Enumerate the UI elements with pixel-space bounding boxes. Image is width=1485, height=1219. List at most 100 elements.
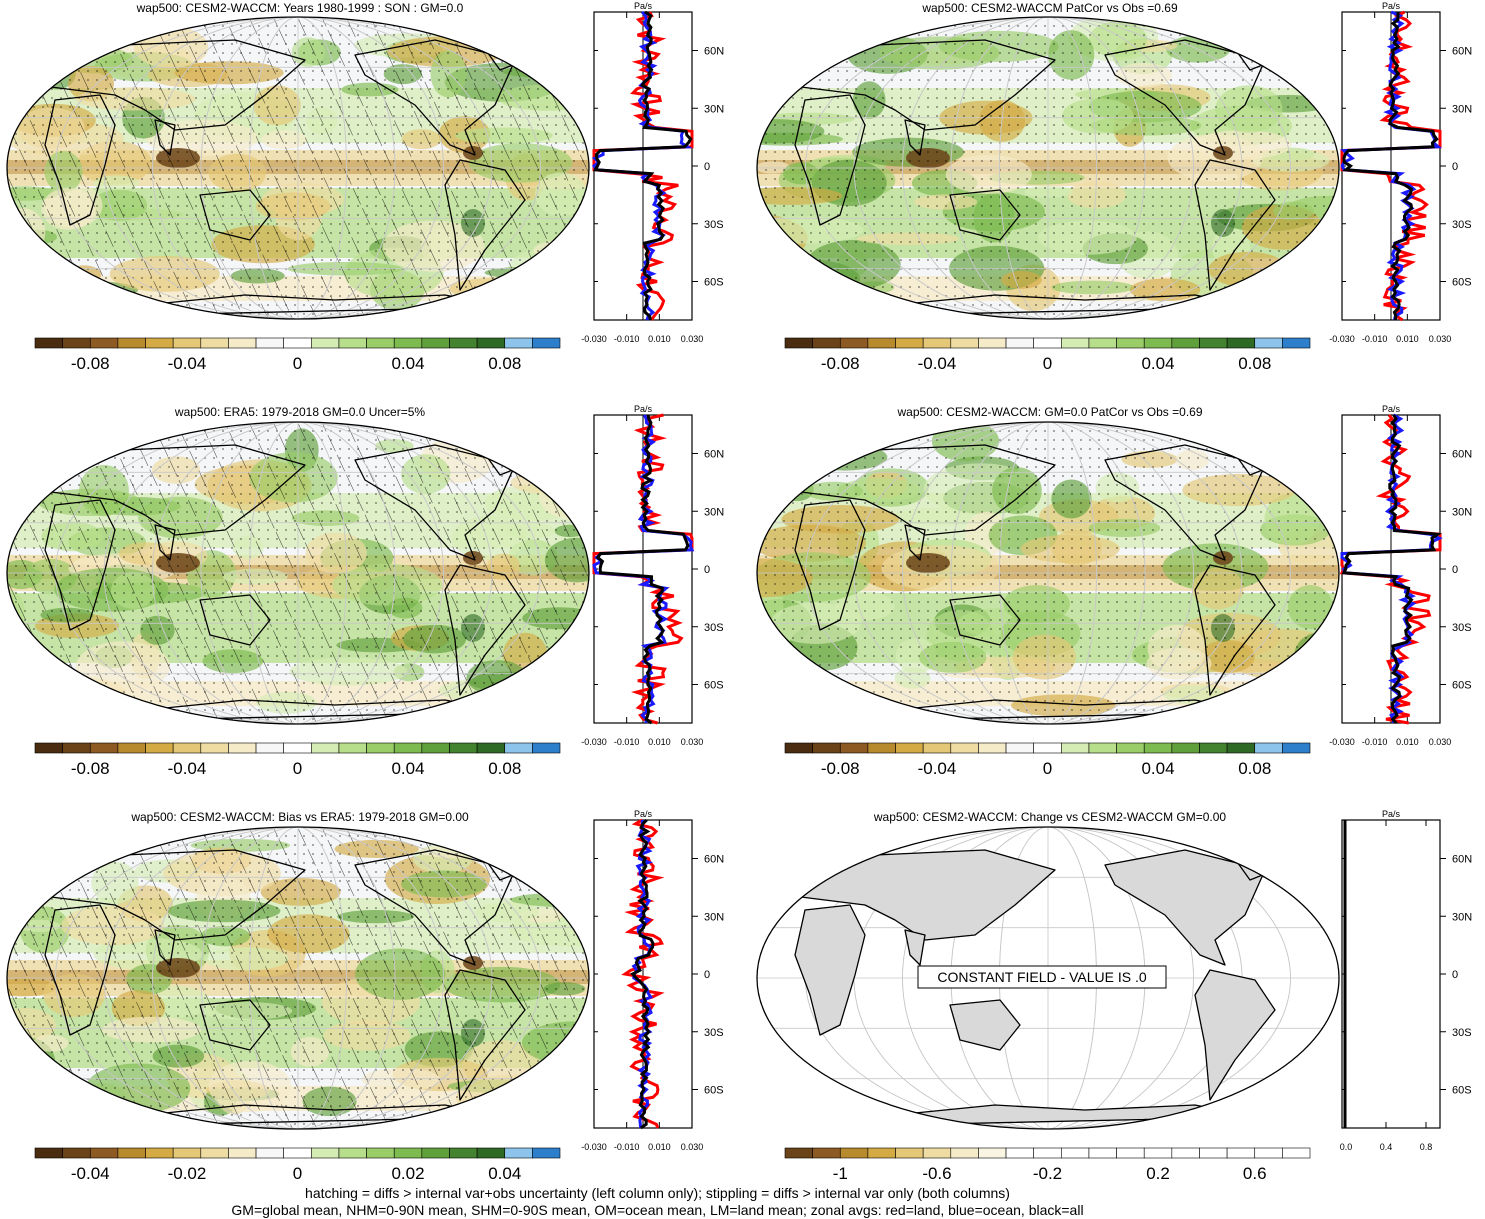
colorbar-swatch	[896, 338, 924, 348]
zonal-x-tick-label: 0.010	[1396, 334, 1419, 344]
colorbar-swatch	[813, 743, 841, 753]
colorbar-swatch	[951, 1148, 979, 1158]
colorbar-swatch	[978, 1148, 1006, 1158]
colorbar-swatch	[840, 338, 868, 348]
colorbar-swatch	[449, 743, 477, 753]
colorbar-tick-label: -0.08	[821, 354, 860, 373]
colorbar-swatch	[1227, 743, 1255, 753]
colorbar-swatch	[1117, 743, 1145, 753]
colorbar-swatch	[785, 338, 813, 348]
lat-tick-label: 30S	[1452, 1027, 1472, 1039]
lat-tick-label: 60N	[704, 854, 724, 866]
lat-tick-label: 60N	[704, 46, 724, 58]
colorbar-swatch	[201, 743, 229, 753]
lat-tick-label: 0	[704, 161, 710, 173]
colorbar-swatch	[146, 338, 174, 348]
colorbar-tick-label: -0.08	[71, 759, 110, 778]
colorbar-swatch	[90, 338, 118, 348]
colorbar-swatch	[228, 743, 256, 753]
colorbar-tick-label: 0.04	[391, 354, 424, 373]
colorbar-swatch	[1089, 338, 1117, 348]
colorbar-tick-label: -0.04	[168, 759, 207, 778]
zonal-units: Pa/s	[634, 809, 653, 819]
colorbar-swatch	[339, 743, 367, 753]
lat-tick-label: 0	[704, 564, 710, 576]
colorbar-swatch	[1199, 1148, 1227, 1158]
colorbar-tick-label: -0.08	[821, 759, 860, 778]
colorbar-swatch	[449, 338, 477, 348]
zonal-x-tick-label: 0.4	[1380, 1142, 1393, 1152]
zonal-x-tick-label: 0.030	[681, 334, 704, 344]
constant-field-label: CONSTANT FIELD - VALUE IS .0	[937, 969, 1146, 985]
colorbar-swatch	[923, 743, 951, 753]
zonal-x-tick-label: -0.030	[1329, 334, 1355, 344]
colorbar-tick-label: -0.6	[922, 1164, 951, 1183]
lat-tick-label: 60N	[1452, 854, 1472, 866]
colorbar-tick-label: 0.2	[1146, 1164, 1170, 1183]
colorbar-tick-label: 0.08	[1238, 354, 1271, 373]
lat-tick-label: 60S	[704, 680, 724, 692]
colorbar-swatch	[256, 338, 284, 348]
colorbar-swatch	[228, 338, 256, 348]
zonal-x-tick-label: 0.030	[1429, 334, 1452, 344]
lat-tick-label: 30S	[1452, 622, 1472, 634]
colorbar-swatch	[840, 743, 868, 753]
zonal-x-tick-label: -0.010	[614, 1142, 640, 1152]
colorbar-swatch	[146, 743, 174, 753]
colorbar-swatch	[1199, 338, 1227, 348]
lat-tick-label: 30S	[704, 219, 724, 231]
zonal-x-tick-label: -0.010	[614, 334, 640, 344]
colorbar-tick-label: 0	[293, 1164, 302, 1183]
lat-tick-label: 60N	[704, 449, 724, 461]
colorbar-swatch	[923, 338, 951, 348]
zonal-x-tick-label: -0.030	[581, 1142, 607, 1152]
colorbar-swatch	[90, 1148, 118, 1158]
colorbar-swatch	[422, 338, 450, 348]
colorbar-swatch	[1117, 338, 1145, 348]
colorbar-swatch	[1117, 1148, 1145, 1158]
colorbar-swatch	[394, 338, 422, 348]
colorbar-swatch	[1255, 338, 1283, 348]
colorbar-swatch	[63, 338, 91, 348]
map-panel-4	[755, 420, 1341, 726]
colorbar-swatch	[63, 743, 91, 753]
map-panel-6: CONSTANT FIELD - VALUE IS .0	[755, 825, 1341, 1131]
footer-line-1: hatching = diffs > internal var+obs unce…	[0, 1185, 1315, 1202]
colorbar-swatch	[785, 743, 813, 753]
zonal-x-tick-label: -0.030	[581, 737, 607, 747]
colorbar-tick-label: -1	[833, 1164, 848, 1183]
colorbar-swatch	[477, 743, 505, 753]
colorbar-tick-label: 0	[293, 354, 302, 373]
lat-tick-label: 30N	[1452, 506, 1472, 518]
colorbar-swatch	[1006, 338, 1034, 348]
colorbar-swatch	[840, 1148, 868, 1158]
zonal-series-line	[594, 12, 688, 320]
lat-tick-label: 30S	[704, 622, 724, 634]
colorbar-swatch	[1172, 338, 1200, 348]
colorbar-swatch	[311, 338, 339, 348]
colorbar-swatch	[505, 338, 533, 348]
colorbar-swatch	[339, 1148, 367, 1158]
zonal-x-tick-label: 0.010	[1396, 737, 1419, 747]
zonal-x-tick-label: 0.030	[1429, 737, 1452, 747]
lat-tick-label: 60S	[1452, 1085, 1472, 1097]
colorbar-swatch	[311, 743, 339, 753]
colorbar-swatch	[1255, 1148, 1283, 1158]
colorbar-swatch	[1034, 1148, 1062, 1158]
zonal-units: Pa/s	[1382, 404, 1401, 414]
map-panel-1	[5, 15, 591, 321]
colorbar-tick-label: 0.04	[488, 1164, 521, 1183]
map-panel-3	[5, 420, 591, 726]
colorbar-swatch	[1227, 338, 1255, 348]
colorbar-tick-label: -0.08	[71, 354, 110, 373]
colorbar-swatch	[1144, 338, 1172, 348]
lat-tick-label: 60S	[1452, 277, 1472, 289]
lat-tick-label: 30N	[704, 911, 724, 923]
zonal-x-tick-label: -0.010	[1362, 334, 1388, 344]
lat-tick-label: 60N	[1452, 46, 1472, 58]
colorbar-tick-label: -0.04	[918, 354, 957, 373]
colorbar-tick-label: 0.02	[391, 1164, 424, 1183]
panel-title-2: wap500: CESM2-WACCM PatCor vs Obs =0.69	[770, 1, 1330, 15]
